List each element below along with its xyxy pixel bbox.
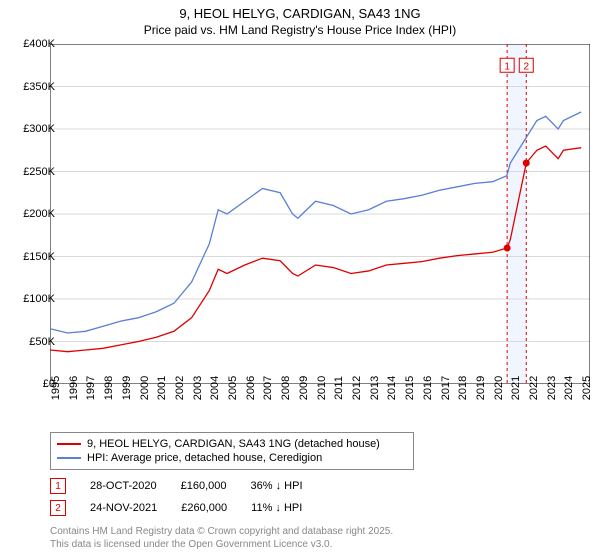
x-tick-label: 2012 [351, 376, 363, 400]
legend-swatch [57, 457, 81, 459]
x-tick-label: 2000 [139, 376, 151, 400]
y-tick-label: £50K [29, 336, 55, 348]
transaction-delta: 11% ↓ HPI [251, 502, 302, 514]
x-tick-label: 2007 [262, 376, 274, 400]
x-tick-label: 2020 [493, 376, 505, 400]
x-tick-label: 2019 [475, 376, 487, 400]
x-tick-label: 2022 [528, 376, 540, 400]
x-tick-label: 1998 [103, 376, 115, 400]
x-tick-label: 2009 [298, 376, 310, 400]
legend-swatch [57, 443, 81, 445]
x-tick-label: 2005 [227, 376, 239, 400]
x-tick-label: 1996 [68, 376, 80, 400]
y-tick-label: £350K [23, 81, 55, 93]
x-tick-label: 2002 [174, 376, 186, 400]
chart-subtitle: Price paid vs. HM Land Registry's House … [0, 21, 600, 37]
chart-container: 9, HEOL HELYG, CARDIGAN, SA43 1NG Price … [0, 0, 600, 560]
plot-svg: 12 [50, 44, 590, 384]
legend-item: HPI: Average price, detached house, Cere… [57, 451, 407, 465]
y-tick-label: £400K [23, 38, 55, 50]
legend: 9, HEOL HELYG, CARDIGAN, SA43 1NG (detac… [50, 432, 414, 470]
transaction-badge: 1 [50, 478, 66, 494]
transaction-price: £160,000 [181, 480, 227, 492]
x-tick-label: 2014 [386, 376, 398, 400]
transaction-price: £260,000 [181, 502, 227, 514]
transaction-date: 24-NOV-2021 [90, 502, 157, 514]
transaction-date: 28-OCT-2020 [90, 480, 157, 492]
x-tick-label: 2001 [156, 376, 168, 400]
x-tick-label: 2021 [510, 376, 522, 400]
y-tick-label: £300K [23, 123, 55, 135]
footnote-line: This data is licensed under the Open Gov… [50, 539, 332, 552]
legend-label: HPI: Average price, detached house, Cere… [87, 452, 322, 464]
y-tick-label: £100K [23, 293, 55, 305]
y-tick-label: £250K [23, 166, 55, 178]
x-tick-label: 2016 [422, 376, 434, 400]
x-tick-label: 1997 [85, 376, 97, 400]
y-tick-label: £150K [23, 251, 55, 263]
x-tick-label: 1995 [50, 376, 62, 400]
x-tick-label: 2011 [333, 376, 345, 400]
x-tick-label: 2018 [457, 376, 469, 400]
x-tick-label: 2013 [369, 376, 381, 400]
y-tick-label: £200K [23, 208, 55, 220]
x-tick-label: 2024 [563, 376, 575, 400]
legend-label: 9, HEOL HELYG, CARDIGAN, SA43 1NG (detac… [87, 438, 380, 450]
x-tick-label: 2008 [280, 376, 292, 400]
transaction-badge: 2 [50, 500, 66, 516]
x-tick-label: 2017 [440, 376, 452, 400]
transaction-row: 1 28-OCT-2020 £160,000 36% ↓ HPI [50, 478, 303, 494]
x-tick-label: 2006 [245, 376, 257, 400]
x-tick-label: 2010 [316, 376, 328, 400]
legend-item: 9, HEOL HELYG, CARDIGAN, SA43 1NG (detac… [57, 437, 407, 451]
x-tick-label: 2004 [209, 376, 221, 400]
svg-text:1: 1 [504, 61, 510, 72]
x-tick-label: 2023 [546, 376, 558, 400]
svg-text:2: 2 [523, 61, 529, 72]
x-tick-label: 2003 [192, 376, 204, 400]
x-tick-label: 1999 [121, 376, 133, 400]
chart-title: 9, HEOL HELYG, CARDIGAN, SA43 1NG [0, 0, 600, 21]
transaction-delta: 36% ↓ HPI [251, 480, 303, 492]
x-tick-label: 2025 [581, 376, 593, 400]
footnote-line: Contains HM Land Registry data © Crown c… [50, 526, 393, 539]
transaction-row: 2 24-NOV-2021 £260,000 11% ↓ HPI [50, 500, 302, 516]
x-tick-label: 2015 [404, 376, 416, 400]
